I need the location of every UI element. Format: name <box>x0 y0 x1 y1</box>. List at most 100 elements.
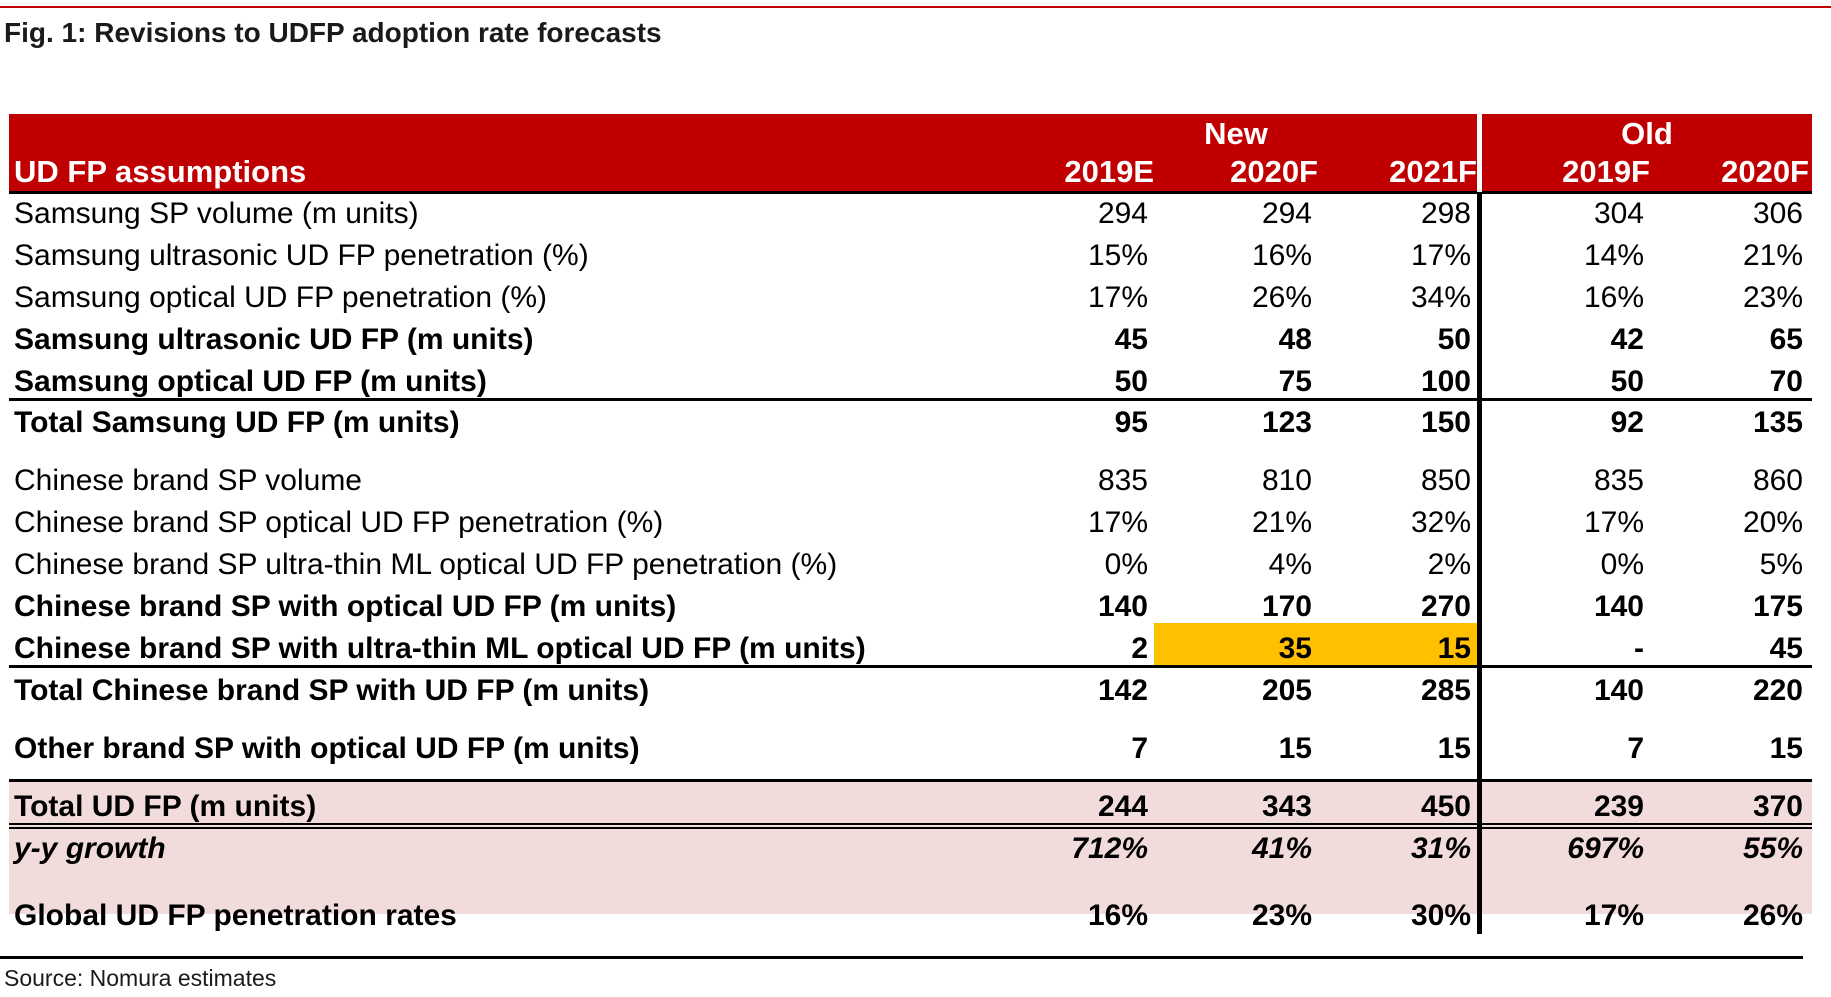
cell-new-2020f: 4% <box>1268 548 1312 581</box>
cell-new-2020f: 48 <box>1278 323 1312 356</box>
cell-old-2019f: 92 <box>1610 406 1644 439</box>
cell-new-2021f: 34% <box>1410 281 1471 314</box>
row-label: Samsung optical UD FP (m units) <box>14 365 487 398</box>
cell-new-2019e: 15% <box>1087 239 1148 272</box>
cell-old-2019f: 0% <box>1600 548 1644 581</box>
row-label: Samsung ultrasonic UD FP penetration (%) <box>14 239 589 272</box>
cell-new-2020f: 75 <box>1278 365 1312 398</box>
row-label: Other brand SP with optical UD FP (m uni… <box>14 732 640 765</box>
cell-old-2020f: 370 <box>1752 790 1803 823</box>
cell-new-2021f: 17% <box>1410 239 1471 272</box>
cell-old-2020f: 26% <box>1742 899 1803 932</box>
cell-new-2020f: 205 <box>1261 674 1312 707</box>
figure-title: Fig. 1: Revisions to UDFP adoption rate … <box>4 17 662 48</box>
cell-new-2021f: 15 <box>1437 632 1471 665</box>
cell-new-2019e: 50 <box>1114 365 1148 398</box>
cell-old-2020f: 45 <box>1769 632 1803 665</box>
cell-old-2020f: 5% <box>1759 548 1803 581</box>
cell-old-2020f: 220 <box>1752 674 1803 707</box>
cell-old-2020f: 70 <box>1769 365 1803 398</box>
cell-old-2019f: 697% <box>1567 832 1644 865</box>
cell-old-2020f: 860 <box>1752 464 1803 497</box>
source-note: Source: Nomura estimates <box>4 965 277 991</box>
row-label: Chinese brand SP with optical UD FP (m u… <box>14 590 677 623</box>
cell-old-2019f: 304 <box>1593 197 1644 230</box>
table-row: Samsung SP volume (m units) 294 294 298 304 3… <box>9 193 1812 235</box>
table-row: Total Chinese brand SP with UD FP (m uni… <box>9 670 1812 712</box>
header-row-label: UD FP assumptions <box>14 154 307 189</box>
cell-new-2021f: 270 <box>1420 590 1471 623</box>
header-col-old-2019f: 2019F <box>1562 154 1650 189</box>
cell-new-2020f: 123 <box>1261 406 1312 439</box>
row-label: Total Samsung UD FP (m units) <box>14 406 460 439</box>
table-row: y-y growth 712% 41% 31% 697% 55% <box>9 828 1812 870</box>
cell-new-2019e: 17% <box>1087 281 1148 314</box>
cell-old-2020f: 55% <box>1742 832 1803 865</box>
cell-old-2020f: 135 <box>1752 406 1803 439</box>
table-row: Total UD FP (m units) 244 343 450 239 370 <box>9 786 1812 828</box>
cell-old-2019f: 42 <box>1610 323 1644 356</box>
cell-new-2019e: 7 <box>1131 732 1148 765</box>
cell-new-2019e: 16% <box>1087 899 1148 932</box>
header-divider <box>1477 114 1482 192</box>
cell-new-2021f: 150 <box>1420 406 1471 439</box>
cell-old-2020f: 306 <box>1752 197 1803 230</box>
cell-old-2020f: 15 <box>1769 732 1803 765</box>
cell-old-2019f: 140 <box>1593 674 1644 707</box>
cell-new-2019e: 712% <box>1071 832 1148 865</box>
row-label: y-y growth <box>14 832 166 865</box>
cell-new-2019e: 244 <box>1097 790 1148 823</box>
header-group-new: New <box>1204 116 1268 151</box>
table-row: Samsung optical UD FP (m units) 50 75 100 50… <box>9 361 1812 403</box>
row-label: Chinese brand SP volume <box>14 464 362 497</box>
cell-new-2020f: 35 <box>1278 632 1312 665</box>
cell-new-2021f: 2% <box>1427 548 1471 581</box>
cell-new-2020f: 21% <box>1251 506 1312 539</box>
cell-new-2020f: 26% <box>1251 281 1312 314</box>
cell-new-2021f: 100 <box>1420 365 1471 398</box>
cell-new-2019e: 294 <box>1097 197 1148 230</box>
assumptions-table: UD FP assumptions New Old 2019E 2020F 20… <box>9 114 1812 934</box>
new-old-divider <box>1477 114 1482 934</box>
cell-old-2019f: 16% <box>1583 281 1644 314</box>
cell-new-2020f: 23% <box>1251 899 1312 932</box>
table-row: Chinese brand SP volume 835 810 850 835 860 <box>9 460 1812 502</box>
cell-new-2019e: 140 <box>1097 590 1148 623</box>
header-group-old: Old <box>1621 116 1673 151</box>
cell-new-2020f: 343 <box>1261 790 1312 823</box>
cell-old-2020f: 23% <box>1742 281 1803 314</box>
cell-new-2019e: 142 <box>1097 674 1148 707</box>
table-row: Total Samsung UD FP (m units) 95 123 150 92 1… <box>9 402 1812 444</box>
cell-new-2020f: 15 <box>1278 732 1312 765</box>
row-label: Global UD FP penetration rates <box>14 899 457 932</box>
cell-old-2019f: 50 <box>1610 365 1644 398</box>
cell-old-2020f: 65 <box>1769 323 1803 356</box>
row-label: Total UD FP (m units) <box>14 790 317 823</box>
cell-old-2020f: 20% <box>1742 506 1803 539</box>
cell-new-2020f: 41% <box>1251 832 1312 865</box>
row-label: Chinese brand SP with ultra-thin ML opti… <box>14 632 866 665</box>
cell-new-2021f: 31% <box>1410 832 1471 865</box>
cell-new-2021f: 450 <box>1420 790 1471 823</box>
cell-new-2021f: 850 <box>1420 464 1471 497</box>
row-label: Samsung SP volume (m units) <box>14 197 419 230</box>
cell-new-2020f: 810 <box>1261 464 1312 497</box>
cell-old-2020f: 175 <box>1752 590 1803 623</box>
cell-old-2019f: 7 <box>1627 732 1644 765</box>
rule-after-samsung <box>9 398 1812 401</box>
cell-new-2021f: 285 <box>1420 674 1471 707</box>
table-row: Global UD FP penetration rates 16% 23% 30% 1… <box>9 895 1812 937</box>
cell-new-2020f: 16% <box>1251 239 1312 272</box>
row-label: Chinese brand SP ultra-thin ML optical U… <box>14 548 838 581</box>
header-col-new-2019e: 2019E <box>1064 154 1154 189</box>
cell-new-2019e: 95 <box>1114 406 1148 439</box>
bottom-rule <box>0 956 1803 959</box>
cell-new-2019e: 0% <box>1104 548 1148 581</box>
cell-old-2019f: 239 <box>1593 790 1644 823</box>
row-label: Samsung optical UD FP penetration (%) <box>14 281 548 314</box>
table-row: Chinese brand SP with ultra-thin ML opti… <box>9 628 1812 670</box>
cell-old-2019f: 17% <box>1583 899 1644 932</box>
table-row: Chinese brand SP with optical UD FP (m u… <box>9 586 1812 628</box>
cell-new-2021f: 15 <box>1437 732 1471 765</box>
cell-new-2019e: 835 <box>1097 464 1148 497</box>
